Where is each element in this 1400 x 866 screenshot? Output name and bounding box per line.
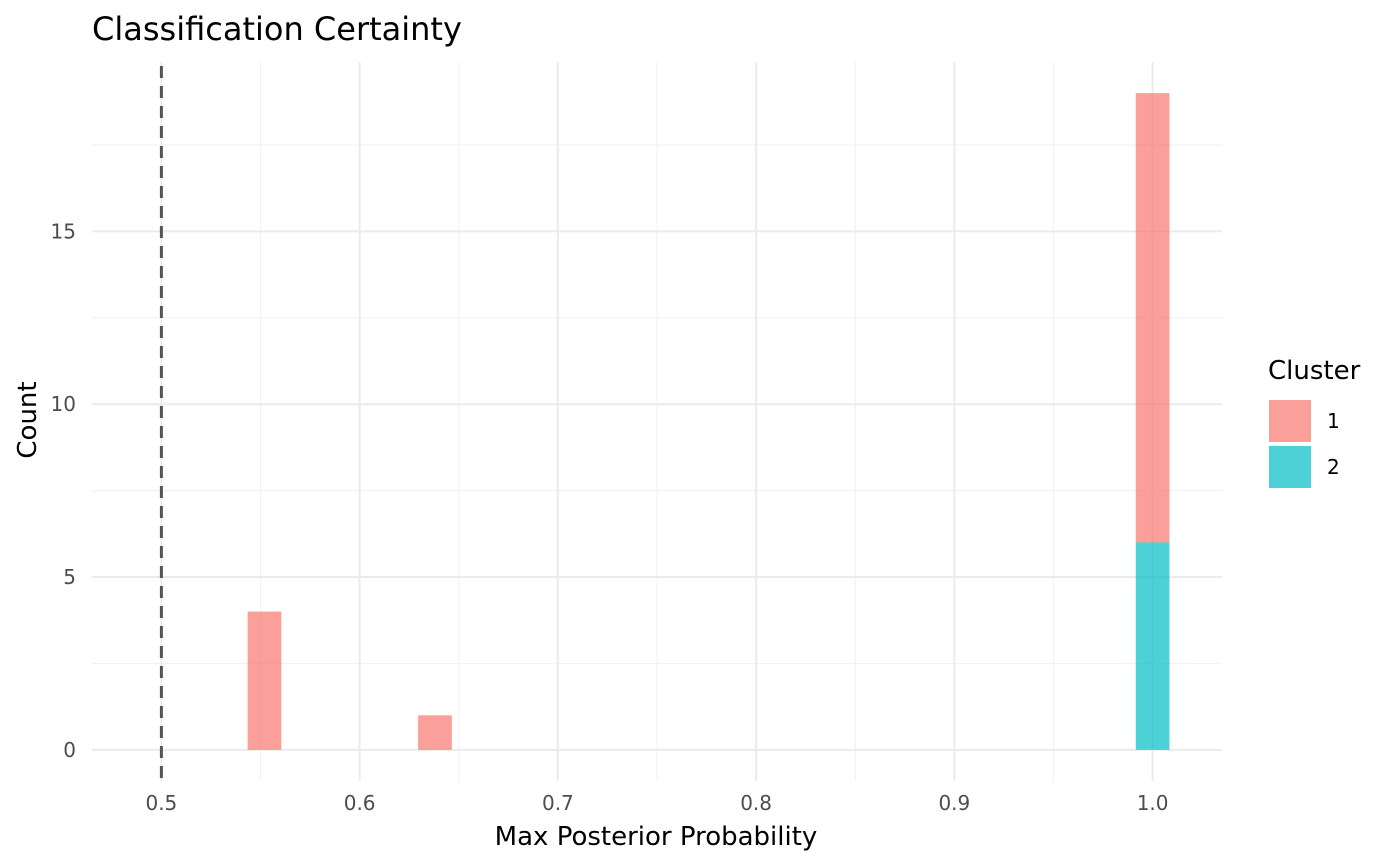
legend-key-2: [1269, 446, 1311, 488]
x-tick-label: 1.0: [1137, 791, 1169, 815]
legend-label-1: 1: [1327, 409, 1340, 433]
bar-cluster-1: [418, 715, 452, 750]
legend-key-1: [1269, 400, 1311, 442]
x-tick-label: 0.5: [145, 791, 177, 815]
legend-title: Cluster: [1268, 356, 1361, 386]
bar-cluster-1: [247, 611, 282, 750]
x-tick-label: 0.7: [542, 791, 574, 815]
x-tick-label: 0.9: [938, 791, 970, 815]
y-tick-label: 0: [63, 738, 76, 762]
x-tick-label: 0.6: [344, 791, 376, 815]
y-tick-label: 10: [51, 392, 76, 416]
legend: Cluster 1 2: [1268, 356, 1361, 488]
bar-cluster-1: [1135, 93, 1170, 543]
chart-title: Classification Certainty: [92, 10, 462, 48]
x-axis-ticks: 0.5 0.6 0.7 0.8 0.9 1.0: [145, 791, 1168, 815]
y-tick-label: 5: [63, 565, 76, 589]
bar-cluster-2: [1135, 542, 1170, 750]
y-axis-ticks: 0 5 10 15: [51, 219, 76, 762]
x-tick-label: 0.8: [740, 791, 772, 815]
y-tick-label: 15: [51, 219, 76, 243]
legend-label-2: 2: [1327, 455, 1340, 479]
y-axis-title: Count: [13, 381, 43, 458]
bars: [247, 93, 1170, 750]
x-axis-title: Max Posterior Probability: [495, 822, 818, 852]
